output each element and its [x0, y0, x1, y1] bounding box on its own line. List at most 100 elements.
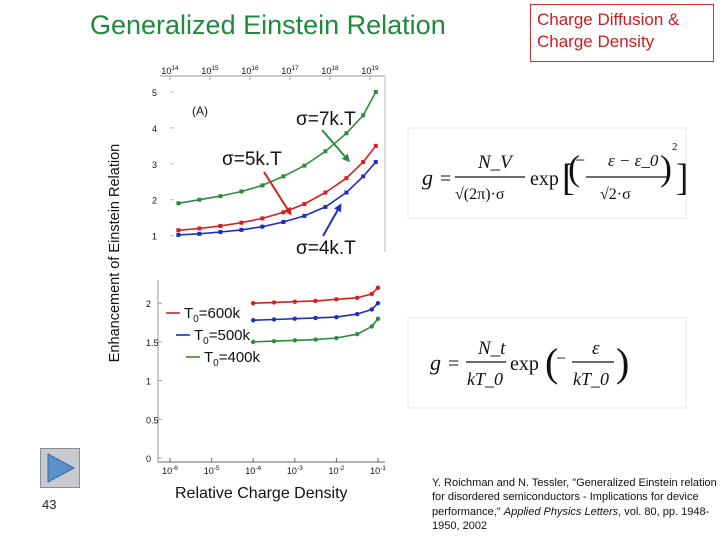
arrow-sigma4: [322, 203, 342, 237]
bottom-y-ticks: 0 0.5 1 1.5 2: [146, 299, 162, 464]
top-data-point: [344, 131, 349, 136]
bottom-data-point: [369, 307, 374, 312]
bottom-data-point: [271, 338, 277, 344]
top-data-point: [176, 228, 181, 233]
top-y-ticks: 1 2 3 4 5: [152, 88, 174, 242]
eq1-bracket-right: ]: [676, 157, 689, 199]
top-axis-tick-label: 1016: [241, 65, 259, 76]
panel-label: (A): [192, 104, 208, 118]
top-data-point: [323, 149, 328, 154]
top-data-point: [361, 174, 366, 179]
bottom-y-tick-label: 0.5: [146, 415, 159, 425]
annotation-sigma5: σ=5k.T: [222, 149, 282, 170]
top-data-point: [344, 190, 349, 195]
equation-frame-2: [407, 317, 687, 409]
eq2-paren-left: (: [545, 340, 558, 385]
top-axis-tick-label: 1019: [361, 65, 379, 76]
bottom-series-line: [253, 302, 379, 321]
citation-journal: Applied Physics Letters: [503, 505, 619, 518]
top-y-tick-label: 1: [152, 232, 157, 242]
legend-label: T0=400k: [204, 349, 261, 369]
bottom-data-point: [375, 301, 381, 306]
top-series: [176, 90, 378, 237]
eq1-paren-right: ): [660, 148, 672, 188]
top-data-point: [260, 224, 265, 229]
top-data-point: [218, 223, 223, 228]
bottom-x-tick-label: 10-1: [370, 465, 386, 476]
bottom-data-point: [292, 316, 297, 321]
top-data-point: [197, 231, 202, 236]
bottom-x-ticks: 10-6 10-5 10-4 10-3 10-2 10-1: [162, 458, 386, 476]
eq1-inner-denominator: √2·σ: [600, 186, 631, 203]
arrow-sigma7: [321, 129, 350, 163]
bottom-data-point: [313, 315, 318, 321]
top-data-point: [176, 232, 181, 237]
equation-exponential: g = N_t kT_0 exp ( − ε kT_0 ): [430, 338, 629, 389]
topic-box: Charge Diffusion & Charge Density: [530, 4, 714, 62]
eq1-minus: −: [574, 150, 586, 170]
top-data-point: [302, 163, 307, 168]
top-data-point: [218, 230, 223, 235]
bottom-data-point: [251, 318, 256, 323]
bottom-series-line: [253, 318, 379, 343]
bottom-data-point: [334, 297, 339, 302]
bottom-data-point: [292, 299, 297, 304]
top-data-point: [344, 176, 349, 181]
bottom-data-point: [271, 300, 277, 305]
bottom-data-point: [375, 285, 381, 290]
eq2-lhs: g: [430, 350, 441, 375]
eq1-equals: =: [440, 168, 451, 190]
top-data-point: [239, 189, 244, 194]
bottom-data-point: [369, 324, 374, 329]
eq2-numerator: N_t: [477, 338, 506, 359]
bottom-data-point: [355, 311, 360, 317]
legend-label: T0=600k: [184, 305, 241, 325]
top-data-point: [239, 227, 244, 232]
eq1-bracket-left: [: [562, 157, 575, 199]
top-axis-tick-label: 1014: [161, 65, 179, 76]
bottom-data-point: [271, 317, 277, 322]
legend-label: T0=500k: [194, 327, 251, 347]
top-data-point: [281, 219, 286, 224]
x-axis-label: Relative Charge Density: [175, 485, 348, 502]
bottom-data-point: [313, 337, 318, 342]
eq1-denominator: √(2π)·σ: [455, 186, 505, 203]
bottom-series-line: [253, 287, 379, 304]
annotation-sigma4: σ=4k.T: [296, 238, 356, 259]
top-data-point: [197, 226, 202, 231]
top-y-tick-label: 4: [152, 124, 157, 134]
top-axis-tick-label: 1015: [201, 65, 219, 76]
eq1-func: exp: [530, 168, 559, 190]
top-y-tick-label: 2: [152, 196, 157, 206]
top-panel-axes: [160, 75, 386, 252]
top-data-point: [281, 174, 286, 179]
arrow-sigma5: [263, 171, 292, 216]
citation-prefix: Y. Roichman and N. Tessler, "Generalized…: [432, 477, 717, 518]
play-button[interactable]: [40, 448, 80, 488]
bottom-y-tick-label: 1: [146, 377, 151, 387]
eq2-minus: −: [556, 348, 566, 368]
top-data-point: [176, 201, 181, 206]
top-data-point: [361, 160, 366, 165]
citation: Y. Roichman and N. Tessler, "Generalized…: [432, 476, 717, 534]
bottom-data-point: [292, 338, 297, 343]
bottom-y-tick-label: 0: [146, 454, 151, 464]
eq2-inner-denominator: kT_0: [573, 369, 609, 389]
bottom-data-point: [313, 298, 318, 304]
annotation-sigma7: σ=7k.T: [296, 109, 356, 130]
equation-gaussian: g = N_V √(2π)·σ exp [ − ε − ε_0 √2·σ ( )…: [422, 141, 689, 203]
top-data-point: [373, 143, 378, 148]
eq1-paren-left: (: [568, 148, 580, 188]
eq1-inner-numerator: ε − ε_0: [608, 151, 659, 170]
top-data-point: [218, 194, 223, 199]
bottom-data-point: [334, 335, 339, 341]
top-data-point: [281, 210, 286, 215]
equation-frame-1: [407, 127, 687, 219]
bottom-data-point: [375, 316, 381, 321]
top-y-tick-label: 5: [152, 88, 157, 98]
eq2-inner-numerator: ε: [592, 338, 600, 359]
bottom-data-point: [251, 301, 256, 306]
top-data-point: [260, 183, 265, 188]
bottom-data-point: [355, 295, 360, 300]
